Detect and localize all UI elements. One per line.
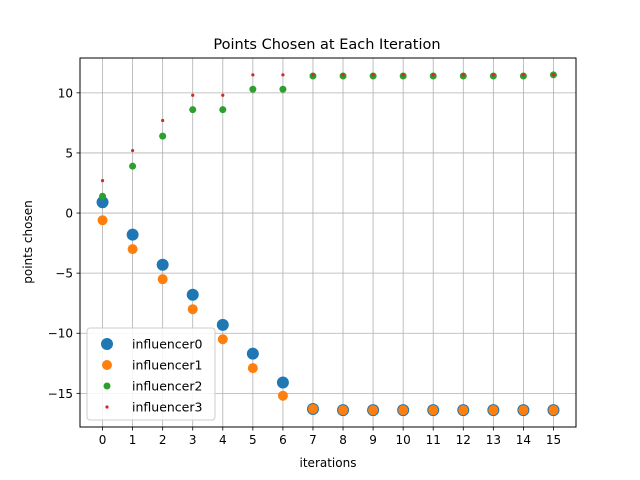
influencer0-point: [156, 258, 169, 271]
influencer3-point: [191, 93, 195, 97]
influencer3-point: [551, 73, 556, 77]
influencer1-point: [488, 405, 499, 416]
influencer3-legend-marker: [105, 405, 109, 409]
legend-box: [86, 327, 216, 421]
influencer3-point: [341, 73, 345, 77]
y-tick-label: 5: [65, 146, 73, 160]
influencer2-point: [219, 106, 227, 114]
influencer0-point: [96, 196, 109, 209]
y-tick-label: −10: [48, 327, 73, 341]
influencer2-point: [99, 192, 107, 200]
x-tick-label: 12: [456, 433, 471, 447]
influencer3-point: [401, 73, 405, 77]
influencer2-point: [189, 106, 197, 114]
x-axis-label: iterations: [300, 456, 357, 470]
influencer3-point: [311, 73, 315, 77]
influencer1-point: [398, 405, 409, 416]
influencer1-point: [127, 244, 138, 255]
x-tick-label: 3: [189, 433, 197, 447]
influencer3-point: [491, 73, 495, 77]
x-tick-label: 15: [546, 433, 561, 447]
influencer0-point: [246, 347, 259, 360]
influencer0-legend-marker: [101, 338, 113, 350]
x-tick-label: 11: [426, 433, 441, 447]
grid: [80, 58, 576, 427]
x-tick-label: 14: [516, 433, 531, 447]
x-tick-label: 9: [369, 433, 377, 447]
influencer2-legend-label: influencer2: [132, 379, 202, 394]
influencer3-point: [131, 148, 135, 153]
influencer3-point: [221, 93, 225, 97]
influencer3-point: [281, 73, 285, 77]
y-tick-label: 0: [65, 207, 73, 221]
influencer1-legend-label: influencer1: [132, 358, 202, 373]
influencer1-point: [247, 363, 258, 374]
influencer1-point: [338, 405, 349, 416]
chart-title: Points Chosen at Each Iteration: [213, 37, 440, 53]
x-tick-label: 5: [249, 433, 257, 447]
influencer2-point: [279, 85, 287, 93]
influencer3-point: [431, 73, 435, 77]
influencer1-point: [548, 405, 559, 416]
influencer3-point: [461, 73, 465, 77]
x-tick-label: 13: [486, 433, 501, 447]
influencer3-point: [251, 73, 255, 77]
influencer3-point: [521, 73, 525, 77]
influencer2-point: [159, 132, 167, 140]
influencer2-point: [129, 162, 137, 170]
influencer3-point: [371, 73, 375, 77]
influencer1-point: [277, 390, 288, 401]
influencer0-point: [276, 376, 289, 389]
influencer0-point: [216, 318, 229, 331]
influencer1-point: [518, 405, 529, 416]
x-tick-label: 8: [339, 433, 347, 447]
influencer1-point: [217, 334, 228, 345]
influencer0-point: [186, 288, 199, 301]
x-tick-label: 0: [99, 433, 107, 447]
y-tick-label: 10: [58, 86, 73, 100]
influencer1-point: [458, 405, 469, 416]
plot-frame: [79, 57, 577, 428]
influencer1-point: [157, 274, 168, 285]
y-axis-label: points chosen: [21, 200, 35, 283]
x-tick-label: 7: [309, 433, 317, 447]
x-tick-label: 4: [219, 433, 227, 447]
x-tick-label: 6: [279, 433, 287, 447]
influencer1-point: [368, 405, 379, 416]
data-points: [96, 71, 560, 417]
y-tick-label: −15: [48, 387, 73, 401]
influencer0-legend-label: influencer0: [132, 337, 203, 352]
influencer3-legend-label: influencer3: [132, 400, 202, 415]
influencer1-legend-marker: [102, 360, 112, 370]
influencer1-point: [307, 403, 318, 414]
influencer3-point: [161, 118, 165, 123]
influencer2-legend-marker: [103, 382, 111, 390]
x-tick-label: 10: [396, 433, 411, 447]
x-tick-label: 2: [159, 433, 167, 447]
influencer0-point: [126, 228, 139, 241]
influencer2-point: [249, 85, 257, 93]
influencer1-point: [97, 215, 108, 226]
legend: influencer0 influencer1 influencer2 influen…: [86, 327, 216, 421]
influencer1-point: [428, 405, 439, 416]
influencer3-point: [100, 178, 105, 183]
y-tick-label: −5: [55, 267, 73, 281]
influencer1-point: [187, 304, 198, 315]
x-tick-label: 1: [129, 433, 137, 447]
